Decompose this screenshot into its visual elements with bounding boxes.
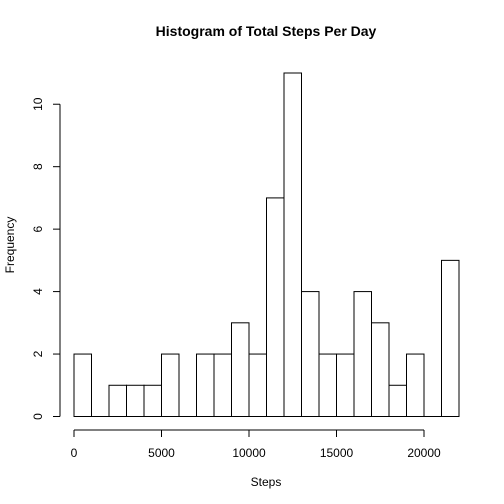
y-tick-label: 8 <box>31 163 45 170</box>
y-tick-label: 2 <box>31 350 45 357</box>
histogram-bar <box>213 353 232 417</box>
histogram-bar <box>108 384 127 417</box>
histogram-bar <box>336 353 355 417</box>
x-tick-label: 0 <box>71 446 78 460</box>
y-tick-label: 4 <box>31 288 45 295</box>
y-axis: 0 2 4 6 8 10 <box>31 97 61 420</box>
x-tick-label: 5000 <box>148 446 175 460</box>
histogram-bar <box>318 353 337 417</box>
histogram-bar <box>283 72 302 417</box>
histogram-bar <box>126 384 145 417</box>
histogram-bar <box>441 259 460 417</box>
histogram-bar <box>301 291 320 417</box>
x-tick-label: 15000 <box>320 446 354 460</box>
y-tick-label: 10 <box>31 97 45 111</box>
histogram-bar <box>371 322 390 418</box>
histogram-bar <box>353 291 372 417</box>
x-tick-label: 20000 <box>407 446 441 460</box>
x-axis-label: Steps <box>251 475 282 489</box>
y-tick-label: 0 <box>31 413 45 420</box>
histogram-bar <box>161 353 180 417</box>
histogram-bars <box>73 72 460 418</box>
histogram-bar <box>196 353 215 417</box>
histogram-bar <box>388 384 407 417</box>
x-tick-label: 10000 <box>232 446 266 460</box>
y-tick-label: 6 <box>31 225 45 232</box>
chart-title: Histogram of Total Steps Per Day <box>156 23 377 39</box>
histogram-bar <box>143 384 162 417</box>
histogram-bar <box>231 322 250 418</box>
histogram-bar <box>248 353 267 417</box>
y-axis-label: Frequency <box>3 217 17 274</box>
histogram-bar <box>406 353 425 417</box>
histogram-bar <box>266 197 285 417</box>
x-axis: 0 5000 10000 15000 20000 <box>71 429 441 460</box>
histogram-bar <box>73 353 92 417</box>
